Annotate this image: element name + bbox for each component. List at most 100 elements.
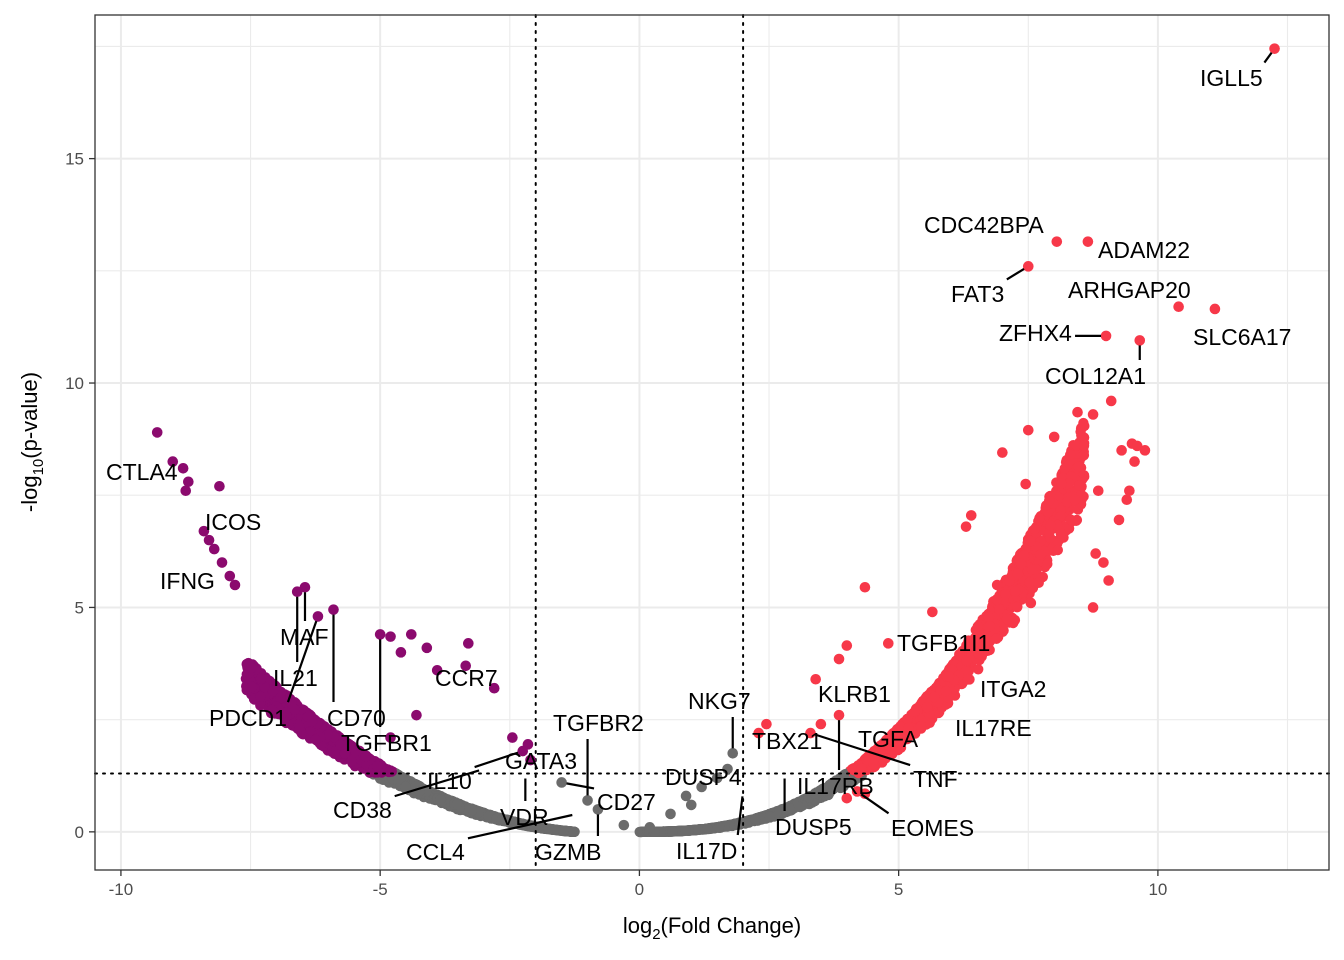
gene-label: IFNG [160, 568, 215, 594]
gene-label: TGFA [858, 726, 919, 752]
leader-line [1263, 52, 1273, 64]
point-ns [727, 748, 739, 759]
point-down [411, 709, 422, 721]
point-down [395, 647, 407, 658]
plot-frame [94, 14, 1330, 871]
leader-line [1006, 268, 1025, 281]
point-up [1069, 494, 1081, 506]
threshold-lines [94, 14, 1330, 871]
point-up [1129, 456, 1140, 467]
point-up [805, 727, 816, 739]
point-down [517, 745, 529, 757]
point-up [810, 673, 821, 685]
gene-label: VDR [500, 804, 549, 830]
point-down [208, 543, 220, 555]
gene-label: TGFBR2 [553, 710, 644, 736]
x-axis-title: log2(Fold Change) [623, 913, 801, 943]
gene-label: ZFHX4 [999, 320, 1072, 346]
point-up [991, 579, 1003, 591]
leader-line [474, 751, 519, 769]
gene-label: COL12A1 [1045, 363, 1146, 389]
gene-label: DUSP4 [665, 764, 742, 790]
point-ns [592, 804, 604, 815]
point-down [198, 525, 210, 537]
point-down [183, 476, 194, 488]
point-up [1020, 478, 1031, 490]
point-ns [711, 772, 723, 784]
leader-line [394, 769, 480, 798]
point-up [1173, 301, 1184, 313]
gene-label: PDCD1 [209, 705, 287, 731]
point-down [488, 682, 500, 694]
point-down [167, 456, 179, 467]
point-up [753, 727, 764, 739]
x-tick-label: -5 [373, 880, 388, 899]
gene-label: TBX21 [752, 728, 822, 754]
point-down [299, 581, 311, 593]
point-down [151, 427, 163, 438]
y-tick-label: 10 [65, 374, 84, 393]
point-up [1087, 602, 1099, 613]
point-up [1087, 409, 1099, 420]
point-up [859, 581, 871, 593]
leader-line [566, 782, 595, 790]
gene-label: TGFB1I1 [897, 630, 990, 656]
point-ns [618, 819, 630, 831]
point-up [841, 792, 853, 804]
gene-label: GZMB [535, 839, 601, 865]
point-up [1209, 303, 1221, 315]
gene-label: IL17D [676, 838, 737, 864]
gene-label: IL21 [273, 665, 318, 691]
gene-label: ARHGAP20 [1068, 277, 1191, 303]
point-up [997, 447, 1008, 458]
point-up [1116, 445, 1127, 456]
point-up [1100, 330, 1112, 342]
gene-label: IL17RE [955, 715, 1032, 741]
point-down [328, 604, 339, 615]
y-axis: 0 5 10 15 [65, 150, 95, 842]
gene-label: SLC6A17 [1193, 324, 1291, 350]
point-ns [685, 799, 697, 811]
point-down [421, 642, 433, 654]
point-down [460, 660, 472, 672]
gene-label: ICOS [205, 509, 261, 535]
point-up [1025, 597, 1037, 609]
label-leader-lines [286, 52, 1273, 840]
point-down [216, 557, 228, 568]
point-up [1103, 575, 1114, 586]
point-down [291, 586, 303, 598]
gene-label: NKG7 [688, 688, 751, 714]
leader-line [736, 796, 744, 836]
gene-label: ITGA2 [980, 676, 1046, 702]
gene-label: CD27 [597, 789, 656, 815]
x-tick-label: 5 [894, 880, 903, 899]
point-up [815, 718, 827, 730]
gene-label: IL17RB [797, 773, 874, 799]
point-down [224, 570, 236, 582]
plot-background [95, 15, 1329, 870]
point-up [1098, 557, 1109, 568]
point-down [229, 579, 241, 591]
point-ns [665, 808, 676, 820]
point-up [1269, 43, 1280, 54]
gene-label: CCR7 [435, 665, 498, 691]
leader-line [286, 620, 318, 703]
point-up [841, 640, 853, 651]
point-ns [644, 822, 656, 833]
point-ns [556, 777, 567, 788]
point-up [1022, 261, 1034, 272]
point-up [1082, 236, 1094, 247]
gene-label: FAT3 [951, 281, 1004, 307]
point-up [1012, 568, 1024, 580]
y-axis-title: -log10(p-value) [17, 372, 47, 512]
point-up [1022, 424, 1034, 436]
gene-label: MAF [280, 624, 329, 650]
point-ns [680, 790, 692, 802]
gene-label: TNF [913, 766, 958, 792]
y-tick-label: 5 [75, 598, 84, 617]
point-up [1124, 485, 1135, 497]
x-tick-label: 0 [635, 880, 644, 899]
gene-label: DUSP5 [775, 814, 852, 840]
point-down [385, 631, 396, 642]
